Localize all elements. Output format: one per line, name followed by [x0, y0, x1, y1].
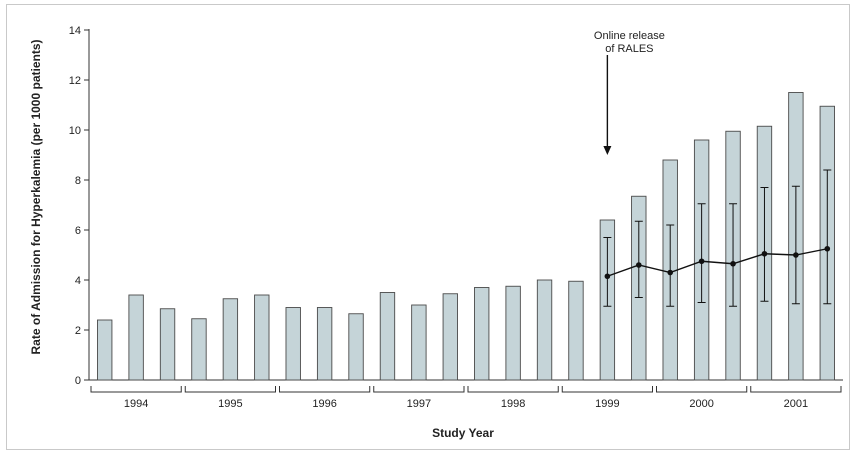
y-tick-label: 8 — [75, 175, 81, 187]
y-tick-label: 10 — [69, 125, 81, 137]
line-point — [793, 252, 799, 258]
bar — [285, 307, 301, 381]
line-point — [667, 269, 674, 276]
bar — [568, 280, 584, 381]
y-axis-label: Rate of Admission for Hyperkalemia (per … — [29, 40, 43, 355]
x-tick-label: 1998 — [501, 398, 525, 410]
y-tick-label: 12 — [69, 75, 81, 87]
line-point — [824, 245, 831, 252]
line-point — [698, 258, 705, 265]
bar — [222, 298, 239, 381]
bar — [159, 308, 176, 381]
bar — [536, 279, 553, 381]
bar-series — [97, 92, 835, 381]
bar — [474, 287, 490, 381]
bar — [191, 318, 207, 381]
year-bracket — [373, 386, 465, 393]
bar — [97, 319, 113, 381]
bar — [254, 294, 270, 381]
bar — [316, 307, 333, 381]
year-bracket — [279, 386, 371, 393]
annotation-text: of RALES — [605, 43, 653, 55]
trend-line — [607, 248, 828, 277]
year-bracket — [656, 386, 748, 393]
y-tick-label: 2 — [75, 325, 81, 337]
line-point — [635, 262, 642, 268]
x-axis-label: Study Year — [432, 426, 494, 440]
y-tick-label: 0 — [75, 375, 81, 387]
bar — [505, 285, 521, 381]
year-bracket — [90, 386, 182, 393]
line-series — [603, 169, 832, 307]
bar — [379, 292, 396, 381]
line-point — [761, 250, 768, 257]
year-bracket — [561, 386, 653, 393]
y-tick-label: 6 — [75, 225, 81, 237]
line-point — [604, 273, 611, 280]
y-tick-label: 14 — [69, 25, 81, 37]
annotation-text: Online release — [594, 30, 665, 42]
year-bracket — [750, 386, 842, 393]
year-bracket — [467, 386, 559, 393]
year-bracket — [184, 386, 276, 393]
x-tick-label: 2000 — [689, 398, 713, 410]
chart-frame — [6, 4, 850, 450]
x-tick-label: 1996 — [312, 398, 336, 410]
axes: 0 2 4 6 8 10 12 14 1994 1995 1996 1997 1998 1999 2000 2… — [69, 25, 843, 410]
x-tick-label: 1995 — [218, 398, 242, 410]
x-tick-label: 2001 — [784, 398, 808, 410]
x-tick-label: 1994 — [124, 398, 148, 410]
bar — [128, 294, 144, 381]
x-tick-label: 1999 — [595, 398, 619, 410]
y-tick-label: 4 — [75, 275, 81, 287]
annotation-arrow-head — [603, 146, 612, 155]
bar — [442, 293, 458, 381]
line-point — [730, 260, 736, 267]
bar — [348, 313, 364, 381]
x-tick-label: 1997 — [407, 398, 431, 410]
bar — [411, 304, 427, 381]
